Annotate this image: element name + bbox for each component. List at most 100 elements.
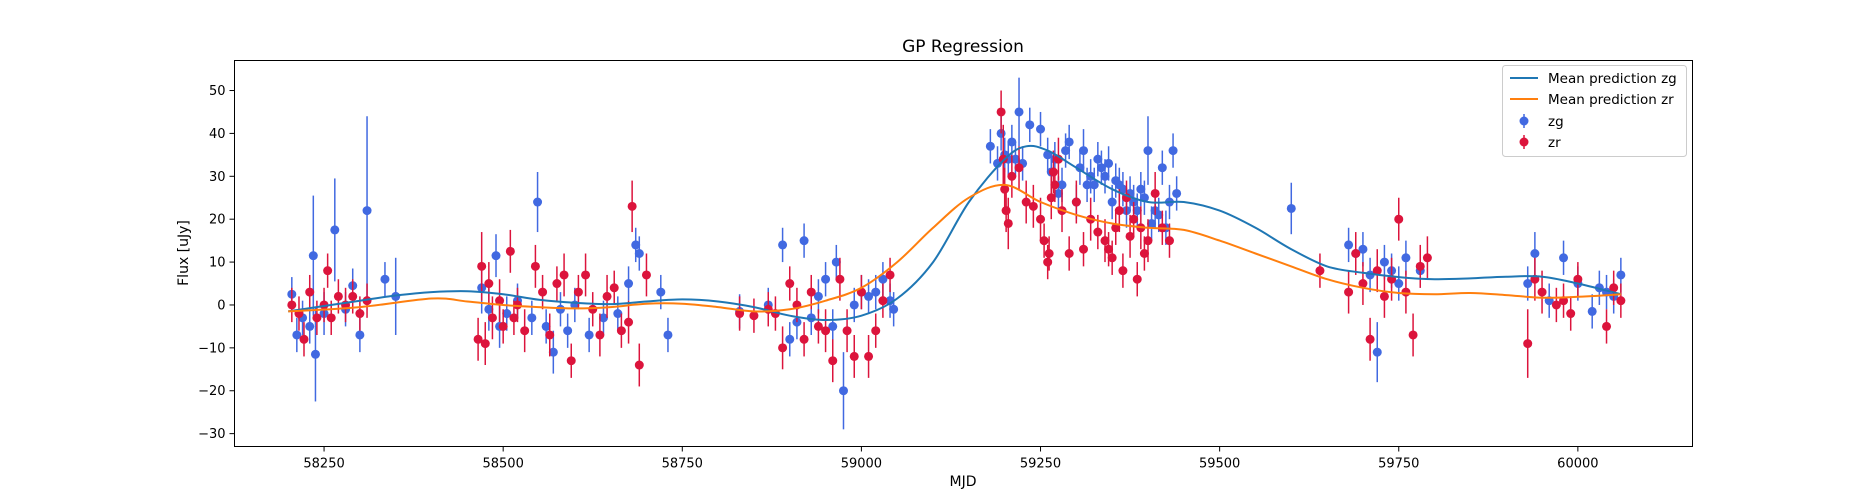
data-point-zg <box>308 195 318 316</box>
data-point-zr <box>1014 146 1024 190</box>
x-tick-label: 58750 <box>662 457 703 472</box>
data-point-zr <box>1315 253 1325 288</box>
data-point-zr <box>1104 232 1114 267</box>
series-line-mean-prediction-zg <box>288 144 1622 322</box>
data-point-zg <box>1394 266 1404 301</box>
data-point-zr <box>1566 296 1576 331</box>
data-point-zr <box>806 274 816 310</box>
data-point-zg <box>1559 240 1569 275</box>
data-point-zr <box>1111 210 1121 245</box>
chart-title: GP Regression <box>902 37 1024 57</box>
plot-frame <box>234 60 1693 447</box>
data-point-zr <box>495 279 505 323</box>
data-point-zg <box>292 317 302 353</box>
data-point-zg <box>1064 124 1074 160</box>
data-point-zr <box>627 180 637 233</box>
data-point-zr <box>559 253 569 297</box>
data-point-zr <box>1358 262 1368 305</box>
data-point-zr <box>1372 249 1382 293</box>
data-point-zr <box>1523 309 1533 378</box>
data-point-zg <box>563 313 573 348</box>
x-tick-label: 59750 <box>1378 457 1419 472</box>
data-point-zg <box>310 307 320 402</box>
mean-prediction-lines <box>288 144 1622 322</box>
data-point-zr <box>1003 197 1013 250</box>
data-point-zr <box>1365 317 1375 361</box>
data-point-zr <box>1125 214 1135 258</box>
data-point-zr <box>323 253 333 288</box>
y-tick-label: −10 <box>198 341 225 356</box>
data-point-zr <box>566 343 576 378</box>
data-point-zg <box>838 352 848 430</box>
data-point-zr <box>1036 197 1046 241</box>
y-tick-label: 40 <box>209 127 226 142</box>
data-point-zg <box>634 236 644 271</box>
data-point-zr <box>1537 270 1547 314</box>
data-point-zg <box>1168 133 1178 168</box>
series-line-mean-prediction-zr <box>288 183 1621 313</box>
data-point-zr <box>609 270 619 305</box>
data-point-zg <box>491 234 501 278</box>
data-point-zr <box>602 274 612 318</box>
data-point-zr <box>634 343 644 387</box>
data-point-zr <box>1609 270 1619 305</box>
data-point-zr <box>821 309 831 353</box>
y-tick-label: 0 <box>217 298 225 313</box>
data-point-zr <box>1132 262 1142 297</box>
data-point-zg <box>785 322 795 357</box>
legend-label-zr: zr <box>1548 135 1561 151</box>
data-point-zg <box>799 223 809 258</box>
data-point-zg <box>1143 116 1153 185</box>
data-point-zg <box>864 279 874 314</box>
data-point-zg <box>380 262 390 297</box>
y-axis-label: Flux [uJy] <box>176 220 192 286</box>
data-point-zg <box>1372 322 1382 383</box>
data-point-zr <box>1064 236 1074 271</box>
data-point-zg <box>1025 107 1035 142</box>
data-point-zr <box>1616 283 1626 318</box>
data-point-zr <box>624 300 634 344</box>
data-point-zg <box>831 244 841 280</box>
data-point-zr <box>813 309 823 344</box>
data-point-zg <box>663 317 673 353</box>
data-point-zr <box>538 274 548 310</box>
data-point-zr <box>1408 313 1418 357</box>
y-tick-label: −20 <box>198 384 225 399</box>
data-point-zg <box>1093 141 1103 177</box>
data-point-zg <box>1036 111 1046 147</box>
x-axis-ticks: 58250 58500 58750 59000 59250 59500 59750 60000 <box>303 446 1599 472</box>
x-tick-label: 58250 <box>303 457 344 472</box>
data-point-zr <box>1050 167 1060 203</box>
y-axis-ticks: −30 −20 −10 0 10 20 30 40 50 <box>198 84 235 442</box>
data-point-zr <box>326 300 336 335</box>
data-point-zg <box>985 129 995 164</box>
data-point-zg <box>533 172 543 233</box>
legend: Mean prediction zg Mean prediction zr zg… <box>1502 65 1687 157</box>
data-point-zr <box>1000 167 1010 211</box>
data-point-zr <box>1044 236 1054 271</box>
data-point-zr <box>842 309 852 353</box>
y-tick-label: 50 <box>209 84 226 99</box>
data-point-zr <box>871 313 881 348</box>
data-point-zr <box>1551 287 1561 323</box>
plot-area <box>287 77 1626 430</box>
data-point-zr <box>1573 262 1583 297</box>
data-point-zg <box>1172 176 1182 211</box>
data-point-zr <box>849 334 859 378</box>
data-point-zr <box>1394 197 1404 241</box>
data-point-zg <box>584 317 594 353</box>
data-point-zr <box>305 274 315 310</box>
data-point-zr <box>595 313 605 357</box>
data-point-zr <box>1071 180 1081 224</box>
data-point-zr <box>1351 232 1361 275</box>
legend-label-mean-zr: Mean prediction zr <box>1548 92 1674 108</box>
data-point-zr <box>785 266 795 301</box>
data-point-zr <box>1039 223 1049 258</box>
data-point-zg <box>1523 266 1533 301</box>
data-point-zg <box>1010 141 1020 177</box>
data-point-zr <box>864 334 874 378</box>
data-point-zg <box>821 262 831 297</box>
data-point-zr <box>545 313 555 357</box>
data-point-zg <box>330 178 340 282</box>
data-point-zr <box>799 322 809 357</box>
